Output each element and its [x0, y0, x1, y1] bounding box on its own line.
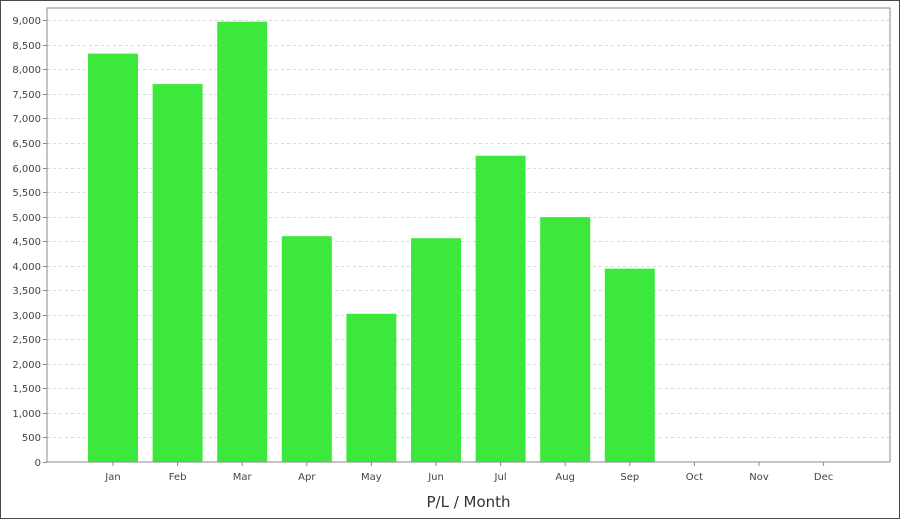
y-tick-label: 1,000	[12, 409, 41, 420]
x-tick-label: Jan	[104, 472, 120, 483]
x-tick-label: Nov	[749, 472, 769, 483]
x-tick-label: Sep	[620, 472, 639, 483]
y-tick-label: 8,000	[12, 65, 41, 76]
y-tick-label: 7,000	[12, 114, 41, 125]
x-axis-label: P/L / Month	[426, 493, 510, 511]
plot-area-border	[46, 7, 891, 463]
bar-apr	[281, 236, 332, 462]
y-tick-label: 8,500	[12, 41, 41, 52]
y-tick-label: 2,500	[12, 335, 41, 346]
y-axis-ticks: 0 500 1,000 1,500 2,000 2,500 3,000 3,500 4,000 4…	[12, 16, 47, 469]
y-tick-label: 2,000	[12, 360, 41, 371]
y-tick-label: 6,500	[12, 139, 41, 150]
x-tick-label: Feb	[169, 472, 187, 483]
bar-aug	[540, 217, 591, 462]
y-tick-label: 1,500	[12, 384, 41, 395]
y-tick-label: 5,500	[12, 188, 41, 199]
y-tick-label: 7,500	[12, 90, 41, 101]
y-tick-label: 500	[22, 433, 41, 444]
bar-jun	[411, 238, 461, 462]
bar-jan	[88, 53, 138, 462]
x-tick-label: Apr	[298, 472, 316, 483]
y-tick-label: 0	[35, 458, 41, 469]
bar-feb	[152, 84, 203, 462]
bar-jul	[475, 155, 526, 462]
bars	[88, 21, 655, 462]
bar-mar	[217, 21, 268, 462]
x-tick-label: Jun	[427, 472, 444, 483]
bar-sep	[604, 268, 655, 462]
y-tick-label: 9,000	[12, 16, 41, 27]
y-tick-label: 5,000	[12, 213, 41, 224]
axes	[46, 7, 891, 463]
x-tick-label: Mar	[233, 472, 253, 483]
y-tick-label: 4,000	[12, 262, 41, 273]
x-axis-ticks: Jan Feb Mar Apr May Jun Jul Aug Sep Oct Nov Dec	[104, 462, 833, 483]
x-tick-label: Oct	[686, 472, 703, 483]
y-tick-label: 3,000	[12, 311, 41, 322]
x-tick-label: Aug	[555, 472, 575, 483]
x-tick-label: Jul	[494, 472, 507, 483]
x-tick-label: Dec	[814, 472, 833, 483]
bar-may	[346, 313, 397, 462]
y-tick-label: 3,500	[12, 286, 41, 297]
y-tick-label: 6,000	[12, 164, 41, 175]
y-tick-label: 4,500	[12, 237, 41, 248]
x-tick-label: May	[361, 472, 382, 483]
